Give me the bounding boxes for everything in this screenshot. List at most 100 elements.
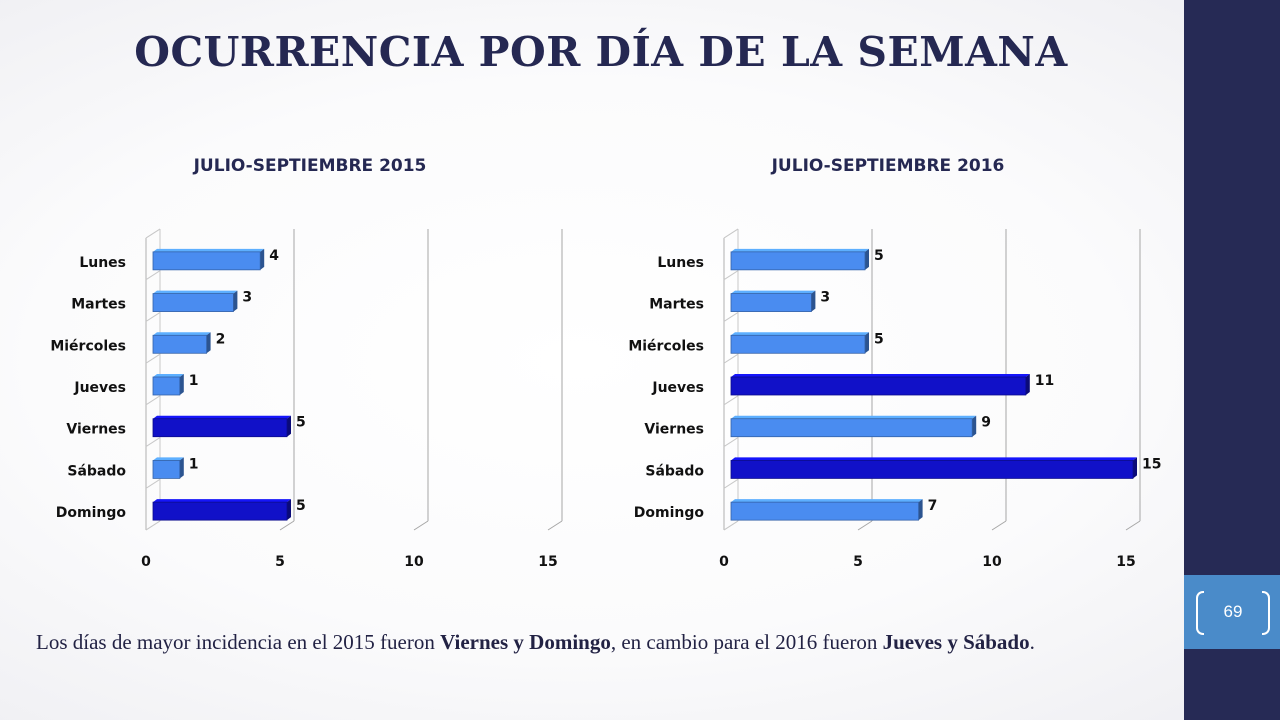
bar-chart-2015: 0 5 10 154Lunes3Martes2Miércoles1Jueves5Vie… [50, 228, 563, 570]
x-tick-label: 5 [853, 554, 863, 570]
caption-bold-2016-days: Jueves y Sábado [882, 630, 1030, 654]
bar-top-face [731, 457, 1137, 461]
gridline-depth [1125, 520, 1141, 531]
data-label: 4 [269, 248, 279, 264]
bar [152, 501, 288, 521]
bar-side-face [811, 290, 816, 312]
category-label: Lunes [79, 255, 126, 271]
bar-top-face [731, 415, 977, 419]
bar [730, 501, 920, 521]
category-label: Jueves [73, 380, 126, 396]
bar [152, 251, 261, 271]
bar-top-face [731, 332, 869, 336]
bar-side-face [918, 499, 923, 521]
category-tick [723, 437, 739, 447]
bar-side-face [287, 415, 291, 437]
bar-top-face [731, 290, 816, 294]
gridline-depth [857, 520, 873, 531]
bar-top-face [153, 415, 291, 419]
bar-top-face [153, 457, 184, 461]
gridline-depth [547, 520, 563, 531]
caption-bold-2015-days: Viernes y Domingo [440, 630, 611, 654]
data-label: 5 [296, 415, 306, 431]
category-label: Domingo [634, 505, 705, 521]
data-label: 2 [216, 331, 226, 347]
category-tick [723, 395, 739, 406]
data-label: 5 [296, 498, 306, 514]
category-tick [145, 395, 161, 406]
left-bracket [1196, 591, 1204, 635]
x-tick-label: 5 [275, 554, 285, 570]
caption-text-1: Los días de mayor incidencia en el 2015 … [36, 630, 441, 654]
bar-side-face [179, 374, 184, 395]
bar-top-face [731, 374, 1030, 377]
page-number-tab: 69 [1184, 575, 1280, 649]
chart-title-2016: JULIO-SEPTIEMBRE 2016 [771, 156, 1005, 176]
bar-side-face [260, 248, 265, 270]
data-label: 9 [981, 415, 991, 431]
bar [730, 334, 866, 354]
slide-title: OCURRENCIA POR DÍA DE LA SEMANA [134, 28, 1068, 76]
bar [152, 293, 234, 312]
category-tick [145, 270, 161, 281]
category-tick [723, 270, 739, 281]
category-tick [145, 228, 161, 239]
bar-side-face [287, 499, 291, 521]
bar [152, 376, 181, 396]
page-number: 69 [1223, 602, 1243, 621]
gridline-depth [279, 520, 295, 531]
data-label: 5 [874, 331, 884, 347]
bar [152, 334, 207, 354]
data-label: 1 [189, 456, 199, 472]
x-tick-label: 10 [982, 554, 1002, 570]
category-label: Sábado [645, 463, 704, 479]
category-tick [723, 312, 739, 322]
bar [730, 251, 866, 271]
category-label: Martes [71, 297, 126, 313]
bar-top-face [731, 248, 869, 252]
caption-text-3: . [1029, 630, 1035, 654]
bar-top-face [153, 248, 265, 252]
bar [152, 418, 288, 438]
data-label: 11 [1035, 373, 1054, 389]
category-label: Viernes [644, 422, 704, 438]
x-tick-label: 0 [719, 554, 729, 570]
bar-top-face [153, 332, 211, 336]
category-label: Viernes [66, 422, 126, 438]
category-label: Sábado [67, 463, 126, 479]
bar-top-face [153, 499, 291, 503]
data-label: 3 [820, 290, 830, 306]
right-bracket [1262, 591, 1270, 635]
category-tick [723, 228, 739, 239]
bar-side-face [1133, 457, 1137, 479]
bar-side-face [206, 332, 211, 354]
data-label: 15 [1142, 456, 1161, 472]
x-tick-label: 15 [538, 554, 557, 570]
bar-side-face [972, 415, 977, 437]
category-tick [145, 478, 161, 489]
data-label: 1 [189, 373, 199, 389]
category-label: Miércoles [50, 338, 126, 354]
bar [730, 418, 973, 438]
bar-top-face [153, 290, 238, 294]
x-tick-label: 15 [1116, 554, 1135, 570]
bar [730, 460, 1134, 479]
bar-side-face [865, 332, 869, 354]
category-label: Jueves [651, 380, 704, 396]
bar-side-face [179, 457, 184, 479]
category-label: Lunes [657, 255, 704, 271]
gridline-depth [991, 520, 1007, 531]
category-tick [145, 437, 161, 447]
data-label: 3 [242, 290, 252, 306]
category-label: Martes [649, 297, 704, 313]
summary-caption: Los días de mayor incidencia en el 2015 … [36, 628, 1150, 656]
bar [730, 293, 812, 312]
category-tick [145, 520, 161, 531]
data-label: 7 [928, 498, 938, 514]
category-tick [145, 353, 161, 364]
bar-side-face [233, 290, 238, 312]
caption-text-2: , en cambio para el 2016 fueron [610, 630, 883, 654]
bar-side-face [865, 248, 869, 270]
x-tick-label: 0 [141, 554, 151, 570]
category-label: Miércoles [628, 338, 704, 354]
